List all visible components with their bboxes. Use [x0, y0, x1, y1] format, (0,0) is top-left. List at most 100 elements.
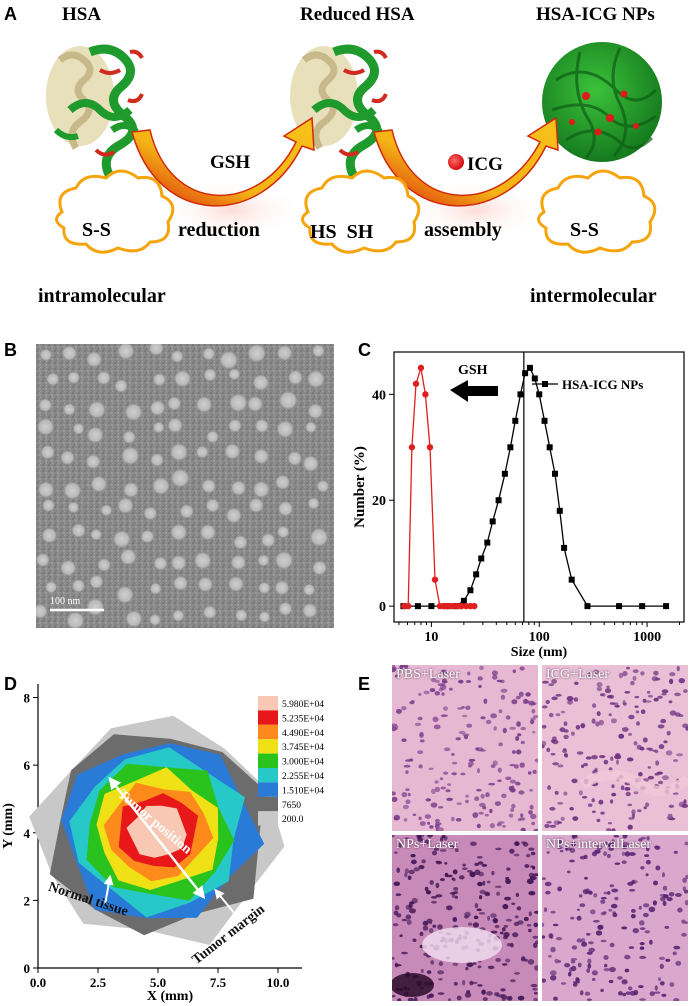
- nanoparticle-dot: [39, 348, 53, 362]
- nanoparticle-dot: [172, 575, 189, 592]
- nanoparticle-dot: [228, 368, 241, 381]
- nanoparticle-dot: [41, 498, 56, 513]
- nanoparticle-dot: [230, 480, 247, 496]
- nanoparticle-dot: [124, 609, 143, 628]
- nanoparticle-dot: [85, 597, 105, 617]
- nanoparticle-dot: [254, 418, 270, 434]
- arrow-label-icg: ICG: [467, 154, 503, 175]
- nanoparticle-dot: [228, 392, 249, 413]
- temperature-contour-map: 0.0 2.5 5.0 7.5 10.0 0 2 4 6 8 X (mm) Y (mm) 5.980E…: [1, 684, 324, 1004]
- nanoparticle-dot: [122, 481, 140, 498]
- data-point: [507, 444, 514, 451]
- nanoparticle-dot: [195, 395, 213, 414]
- nanoparticle-dot: [149, 582, 162, 595]
- nanoparticle-dot: [169, 523, 188, 542]
- nanoparticle-dot: [195, 445, 209, 459]
- data-point: [568, 576, 575, 583]
- stage-title-hsa: HSA: [62, 4, 101, 25]
- nanoparticle-dot: [302, 583, 316, 597]
- nanoparticle-dot: [170, 349, 184, 363]
- quadrant-label-nps: NPs+Laser: [396, 837, 459, 852]
- nanoparticle-dot: [85, 350, 103, 368]
- nanoparticle-dot: [301, 602, 318, 619]
- nanoparticle-dot: [151, 476, 171, 496]
- cloud-text-3: S-S: [570, 219, 599, 241]
- label-intramolecular: intramolecular: [38, 285, 166, 307]
- nanoparticle-dot: [67, 501, 80, 514]
- y-tick-label: 4: [24, 826, 31, 841]
- reduction-arrow: [131, 116, 315, 207]
- nanoparticle-dot: [97, 557, 112, 572]
- nanoparticle-dot: [116, 344, 135, 361]
- legend-level-label: 5.980E+04: [282, 700, 324, 710]
- nanoparticle-dot: [71, 578, 86, 593]
- nanoparticle-dot: [206, 430, 220, 444]
- assembly-arrow: [373, 116, 559, 207]
- legend-level-label: 3.000E+04: [282, 758, 324, 768]
- nanoparticle-dot: [36, 603, 48, 619]
- icg-dot-icon: [448, 154, 464, 170]
- stage-title-reduced: Reduced HSA: [300, 4, 415, 25]
- nanoparticle-dot: [202, 347, 216, 361]
- quadrant-label-icg: ICG+Laser: [546, 667, 610, 682]
- nanoparticle-dot: [71, 522, 87, 539]
- nanoparticle-dot: [179, 503, 195, 519]
- data-point: [526, 364, 533, 371]
- series-line-0: [403, 366, 667, 607]
- nanoparticle-dot: [153, 556, 168, 571]
- y-tick-label: 0: [24, 961, 31, 976]
- nanoparticle-dot: [87, 400, 107, 420]
- panel-letter-e: E: [358, 674, 371, 694]
- tissue-texture: [392, 835, 538, 1001]
- nanoparticle-dot: [45, 372, 60, 387]
- x-axis-label: X (mm): [147, 989, 194, 1004]
- cloud-text-1: S-S: [82, 219, 111, 241]
- step-label-reduction: reduction: [178, 219, 260, 241]
- data-point: [471, 602, 478, 610]
- nanoparticle-dot: [148, 344, 165, 357]
- data-point: [428, 603, 435, 610]
- nanoparticle-dot: [41, 527, 58, 544]
- nanoparticle-dot: [170, 468, 191, 488]
- histology-pbs-laser: PBS+Laser: [392, 665, 538, 831]
- nanoparticle-dot: [230, 554, 247, 571]
- legend-swatch: [258, 739, 278, 754]
- nanoparticle-dot: [152, 372, 167, 387]
- gsh-arrow: [450, 380, 498, 402]
- nanoparticle-dot: [122, 430, 137, 445]
- nanoparticle-dot: [274, 474, 291, 491]
- data-point: [417, 364, 425, 372]
- data-point: [426, 444, 434, 451]
- data-point: [422, 391, 429, 398]
- data-point: [431, 576, 439, 583]
- data-point: [531, 375, 538, 382]
- data-point: [412, 380, 420, 387]
- nanoparticle-dot: [170, 554, 187, 572]
- nanoparticle-dot: [96, 370, 112, 386]
- protein-structure-hsa: [46, 44, 144, 183]
- tissue-texture: [542, 665, 688, 831]
- nanoparticle-dot: [225, 507, 243, 524]
- cloud-ss-intramolecular: [55, 169, 175, 254]
- nanoparticle-dot: [248, 497, 265, 514]
- legend-swatch: [258, 768, 278, 783]
- nanoparticle-dot: [114, 379, 129, 393]
- nanoparticle-dot: [85, 453, 101, 470]
- nanoparticle-dot: [274, 580, 290, 596]
- legend-swatch: [258, 811, 278, 826]
- nanoparticle-dot: [36, 417, 55, 436]
- nanoparticle-dot: [140, 529, 155, 544]
- tissue-texture: [542, 835, 688, 1001]
- histology-grid: PBS+Laser ICG+Laser NPs+Laser NPs+interv…: [392, 665, 688, 1001]
- nanoparticle-dot: [62, 402, 76, 416]
- y-tick-label: 8: [24, 691, 31, 706]
- nanoparticle-dot: [234, 608, 248, 622]
- legend-label: HSA-ICG NPs: [562, 377, 643, 392]
- nanoparticle-dot: [172, 609, 185, 622]
- nanoparticle-dot: [116, 497, 134, 515]
- legend-level-label: 200.0: [282, 815, 304, 825]
- nanoparticle-dot: [252, 373, 270, 392]
- data-point: [478, 555, 485, 562]
- data-point: [546, 444, 553, 451]
- nanoparticle-dot: [232, 534, 248, 550]
